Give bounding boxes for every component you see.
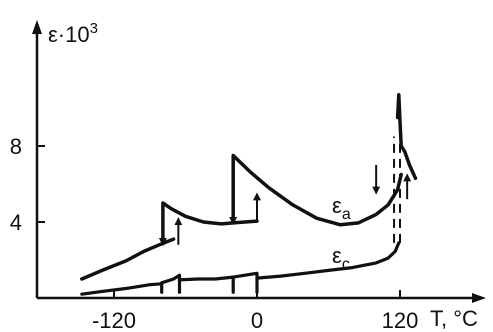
series-epsilon-c-segment-1 bbox=[80, 282, 164, 296]
y-tick-label: 4 bbox=[10, 210, 22, 235]
y-axis-label-base: ε·10 bbox=[48, 22, 90, 47]
tick-group: -120 0 120 4 8 bbox=[10, 134, 419, 332]
series-label-epsilon-c-sub: c bbox=[342, 256, 350, 273]
series-epsilon-c-segment-5 bbox=[255, 241, 401, 280]
x-axis-label: T, °C bbox=[430, 306, 478, 331]
series-label-epsilon-a-sub: a bbox=[342, 206, 351, 223]
x-tick-label: 0 bbox=[251, 308, 263, 332]
series-label-epsilon-c: εc bbox=[332, 243, 350, 273]
series-label-epsilon-c-base: ε bbox=[332, 243, 342, 268]
annotation-layer bbox=[158, 136, 412, 246]
series-label-epsilon-a: εa bbox=[332, 193, 351, 223]
y-tick-label: 8 bbox=[10, 134, 22, 159]
series-epsilon-a-segment-4 bbox=[395, 92, 418, 181]
x-axis-arrowhead bbox=[472, 293, 486, 303]
y-axis-label: ε·103 bbox=[48, 20, 98, 47]
y-axis-label-exponent: 3 bbox=[90, 20, 98, 37]
series-epsilon-a-segment-1 bbox=[80, 237, 176, 281]
series-epsilon-c-segment-4 bbox=[231, 271, 259, 294]
series-epsilon-c-segment-2 bbox=[160, 273, 182, 294]
x-tick-label: -120 bbox=[92, 308, 136, 332]
series-layer bbox=[80, 92, 418, 296]
series-epsilon-a-segment-2 bbox=[161, 201, 259, 246]
series-epsilon-a-segment-3 bbox=[231, 153, 403, 227]
y-axis-arrowhead bbox=[32, 20, 42, 34]
x-tick-label: 120 bbox=[382, 308, 419, 332]
series-epsilon-c-segment-3 bbox=[177, 275, 235, 282]
series-label-epsilon-a-base: ε bbox=[332, 193, 342, 218]
